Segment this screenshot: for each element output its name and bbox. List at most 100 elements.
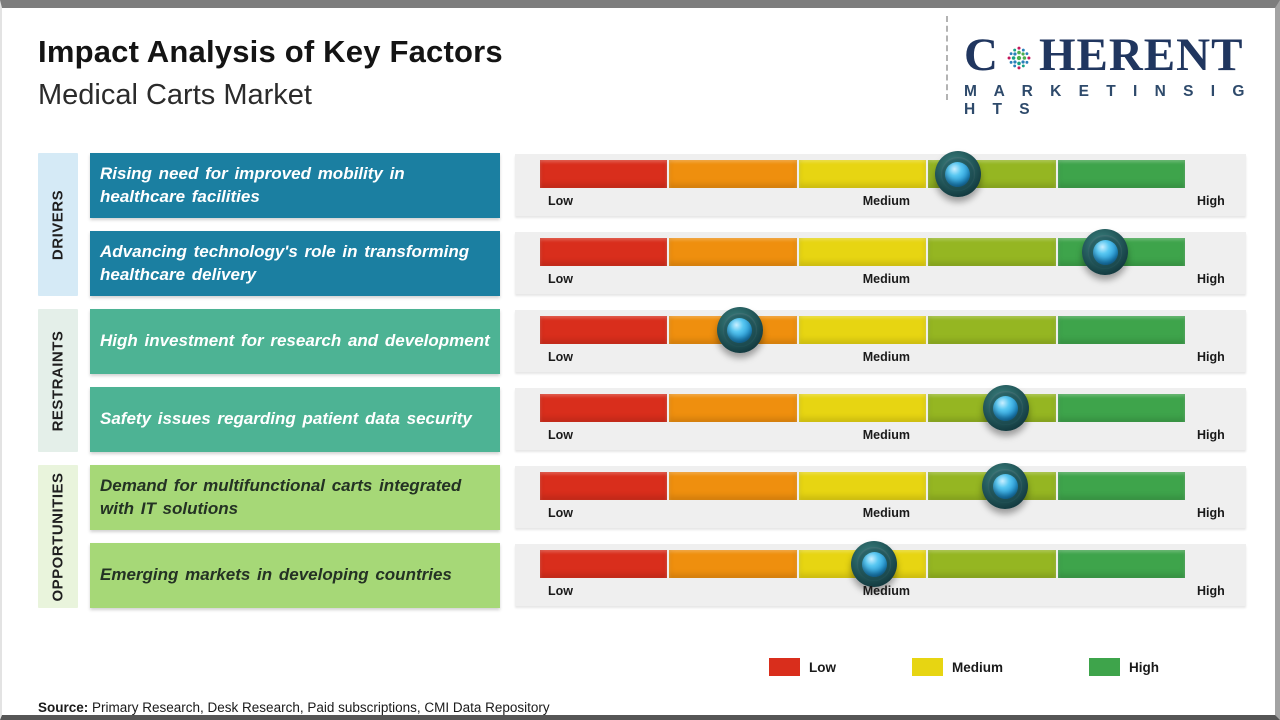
page-subtitle: Medical Carts Market <box>38 79 312 111</box>
header-divider <box>946 16 948 100</box>
segment-low-mid <box>669 550 797 578</box>
source-label: Source: <box>38 700 89 715</box>
impact-marker <box>716 307 763 353</box>
factor-row: Advancing technology's role in transform… <box>90 229 1246 296</box>
page-title: Impact Analysis of Key Factors <box>38 34 503 69</box>
scale-labels: Low Medium High <box>515 584 1246 604</box>
scale-labels: Low Medium High <box>515 350 1246 370</box>
scale-label-high: High <box>1197 272 1225 286</box>
segment-low <box>540 316 668 344</box>
legend-swatch-low <box>769 658 800 676</box>
factor-row: Emerging markets in developing countries <box>90 541 1246 608</box>
segment-low <box>540 160 668 188</box>
impact-scale: Low Medium High <box>515 463 1246 528</box>
segment-low-mid <box>669 160 797 188</box>
factor-text: Advancing technology's role in transform… <box>100 241 470 284</box>
impact-matrix: DRIVERS Rising need for improved mobilit… <box>38 151 1246 621</box>
segment-low-mid <box>669 472 797 500</box>
segment-mid-high <box>928 316 1056 344</box>
impact-marker <box>934 151 981 197</box>
source-text: Primary Research, Desk Research, Paid su… <box>88 700 550 715</box>
segment-medium <box>798 472 927 500</box>
impact-marker <box>1082 229 1129 275</box>
segment-medium <box>798 238 927 266</box>
segment-high <box>1057 472 1186 500</box>
segment-high <box>1057 394 1186 422</box>
scale-label-low: Low <box>548 350 573 364</box>
segment-high <box>1057 550 1186 578</box>
scale-label-medium: Medium <box>862 350 910 364</box>
legend-item-low: Low <box>769 658 836 676</box>
legend-label-high: High <box>1129 659 1160 675</box>
company-logo: C <box>964 32 1264 119</box>
factor-row: Safety issues regarding patient data sec… <box>90 385 1246 452</box>
scale-label-high: High <box>1197 506 1225 520</box>
factor-row: Demand for multifunctional carts integra… <box>90 463 1246 530</box>
group-opportunities: OPPORTUNITIES Demand for multifunctional… <box>38 463 1246 608</box>
logo-globe-icon <box>1001 38 1037 74</box>
scale-labels: Low Medium High <box>515 272 1246 292</box>
segment-mid-high <box>928 238 1056 266</box>
group-opportunities-label: OPPORTUNITIES <box>49 471 67 602</box>
factor-text: Safety issues regarding patient data sec… <box>100 409 472 429</box>
scale-label-medium: Medium <box>862 584 910 598</box>
factor-card: Rising need for improved mobility in hea… <box>90 153 500 218</box>
group-opportunities-sidebar: OPPORTUNITIES <box>38 465 78 608</box>
scale-label-high: High <box>1197 428 1225 442</box>
impact-bar <box>540 229 1186 275</box>
legend-label-medium: Medium <box>952 659 1004 675</box>
scale-label-medium: Medium <box>862 272 910 286</box>
scale-label-low: Low <box>548 272 573 286</box>
segment-medium <box>798 394 927 422</box>
scale-label-low: Low <box>548 506 573 520</box>
group-restraints-label: RESTRAINTS <box>49 330 67 431</box>
source-note: Source: Primary Research, Desk Research,… <box>38 700 550 715</box>
impact-bar <box>540 307 1186 353</box>
segment-medium <box>798 160 927 188</box>
impact-scale: Low Medium High <box>515 307 1246 372</box>
scale-labels: Low Medium High <box>515 428 1246 448</box>
logo-letters-herent: HERENT <box>1038 29 1244 81</box>
impact-bar <box>540 541 1186 587</box>
factor-row: High investment for research and develop… <box>90 307 1246 374</box>
factor-text: Demand for multifunctional carts integra… <box>100 475 462 518</box>
legend-label-low: Low <box>809 659 836 675</box>
logo-tagline: M A R K E T I N S I G H T S <box>964 83 1251 118</box>
factor-card: Advancing technology's role in transform… <box>90 231 500 296</box>
scale-label-low: Low <box>548 194 573 208</box>
factor-text: Emerging markets in developing countries <box>100 565 452 585</box>
group-restraints: RESTRAINTS High investment for research … <box>38 307 1246 452</box>
scale-label-medium: Medium <box>862 428 910 442</box>
factor-card: Emerging markets in developing countries <box>90 543 500 608</box>
group-drivers-sidebar: DRIVERS <box>38 153 78 296</box>
factor-card: High investment for research and develop… <box>90 309 500 374</box>
factor-text: High investment for research and develop… <box>100 331 490 351</box>
impact-scale: Low Medium High <box>515 229 1246 294</box>
group-drivers: DRIVERS Rising need for improved mobilit… <box>38 151 1246 296</box>
impact-marker <box>851 541 898 587</box>
impact-bar <box>540 151 1186 197</box>
legend-swatch-medium <box>912 658 943 676</box>
scale-label-high: High <box>1197 584 1225 598</box>
scale-label-medium: Medium <box>862 506 910 520</box>
logo-letter-c: C <box>964 29 999 81</box>
factor-card: Safety issues regarding patient data sec… <box>90 387 500 452</box>
impact-marker <box>982 385 1029 431</box>
scale-labels: Low Medium High <box>515 506 1246 526</box>
factor-text: Rising need for improved mobility in hea… <box>100 163 405 206</box>
segment-medium <box>798 316 927 344</box>
impact-marker <box>982 463 1029 509</box>
header: Impact Analysis of Key Factors Medical C… <box>38 34 503 112</box>
segment-mid-high <box>928 550 1056 578</box>
segment-low <box>540 238 668 266</box>
group-drivers-label: DRIVERS <box>49 189 67 260</box>
impact-scale: Low Medium High <box>515 541 1246 606</box>
segment-low <box>540 550 668 578</box>
scale-labels: Low Medium High <box>515 194 1246 214</box>
segment-low <box>540 394 668 422</box>
segment-low-mid <box>669 238 797 266</box>
impact-scale: Low Medium High <box>515 385 1246 450</box>
group-restraints-sidebar: RESTRAINTS <box>38 309 78 452</box>
legend-item-medium: Medium <box>912 658 1003 676</box>
